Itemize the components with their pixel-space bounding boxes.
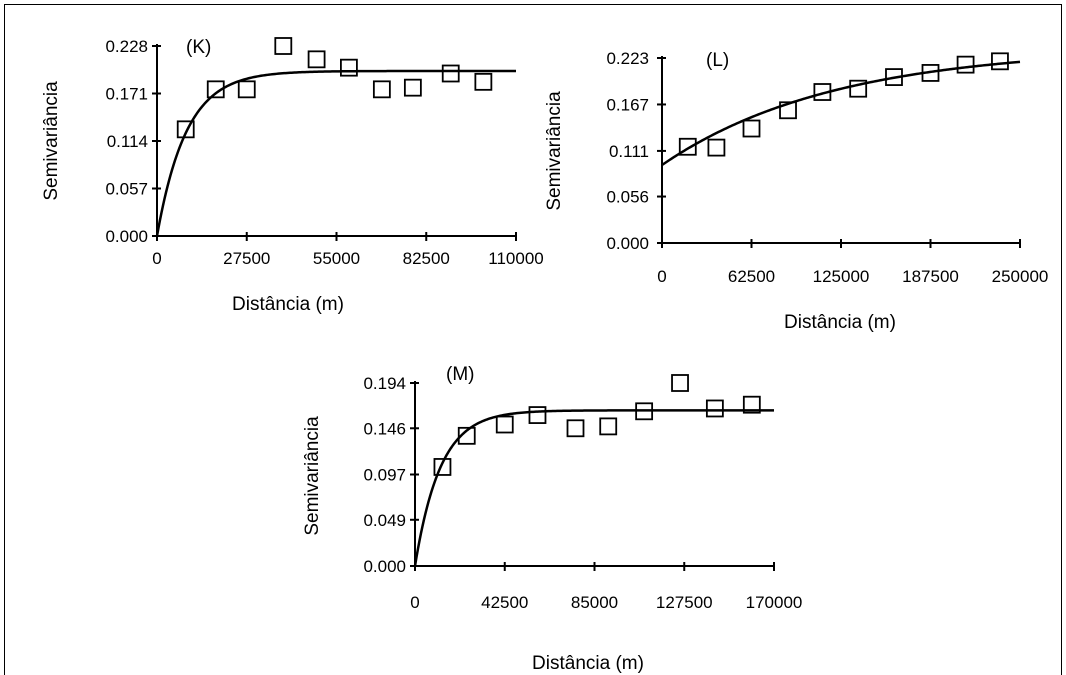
y-tick-label: 0.194	[363, 374, 406, 393]
data-point	[707, 138, 726, 157]
x-tick-label: 187500	[902, 267, 959, 286]
data-point	[779, 101, 797, 120]
data-point	[885, 68, 903, 86]
y-tick-label: 0.056	[606, 188, 649, 207]
data-point	[742, 395, 761, 414]
y-tick-label: 0.167	[606, 95, 649, 114]
y-tick-label: 0.000	[105, 227, 148, 246]
data-point	[176, 120, 195, 139]
data-point	[813, 83, 832, 101]
x-axis-title: Distância (m)	[532, 653, 644, 674]
data-point	[849, 79, 868, 98]
data-point	[566, 419, 585, 438]
data-point	[372, 80, 391, 99]
y-tick-label: 0.223	[606, 49, 649, 68]
y-tick-label: 0.000	[363, 557, 406, 576]
y-tick-label: 0.228	[105, 37, 148, 56]
figure-frame	[4, 4, 1062, 675]
y-tick-label: 0.111	[609, 142, 649, 161]
x-axis-title: Distância (m)	[232, 294, 344, 315]
model-curve	[413, 409, 774, 567]
x-tick-label: 62500	[728, 267, 775, 286]
data-point	[474, 72, 493, 91]
model-curve	[155, 69, 516, 237]
semivariogram-panel-1: 0.000 0.057 0.114 0.171 0.228 0 27500 55000 8250…	[41, 37, 544, 315]
x-tick-label: 170000	[746, 593, 803, 612]
data-point	[340, 58, 358, 77]
x-tick-label: 85000	[571, 593, 618, 612]
y-axis-title: Semivariância	[544, 91, 565, 211]
data-point	[433, 458, 452, 476]
data-point	[599, 417, 618, 436]
data-point	[671, 374, 689, 392]
y-tick-label: 0.097	[363, 466, 406, 485]
semivariogram-panel-3: 0.000 0.049 0.097 0.146 0.194 0 42500 85000 1275…	[302, 364, 802, 674]
y-tick-label: 0.057	[105, 180, 148, 199]
data-point	[528, 406, 547, 424]
data-point	[635, 402, 654, 421]
data-point	[495, 415, 514, 434]
x-tick-label: 250000	[992, 267, 1049, 286]
panel-label: (M)	[446, 364, 474, 385]
y-tick-label: 0.000	[606, 234, 649, 253]
x-tick-label: 127500	[656, 593, 713, 612]
x-tick-label: 0	[657, 267, 666, 286]
panel-label: (L)	[706, 50, 729, 71]
x-axis-title: Distância (m)	[784, 312, 896, 333]
data-point	[441, 64, 460, 83]
x-tick-label: 42500	[481, 593, 528, 612]
x-tick-label: 0	[410, 593, 419, 612]
data-point	[956, 55, 975, 74]
data-point	[457, 426, 476, 445]
x-tick-label: 110000	[488, 249, 543, 268]
data-point	[991, 52, 1009, 71]
y-axis-title: Semivariância	[41, 81, 62, 201]
data-point	[403, 78, 422, 97]
data-point	[206, 80, 225, 99]
y-tick-label: 0.146	[363, 419, 406, 438]
data-point	[921, 64, 940, 82]
semivariogram-panel-2: 0.000 0.056 0.111 0.167 0.223 0 62500 125000 187…	[544, 49, 1048, 333]
y-tick-label: 0.049	[363, 511, 406, 530]
data-point	[742, 119, 761, 138]
data-point	[678, 137, 697, 156]
x-tick-label: 55000	[313, 249, 360, 268]
x-tick-label: 125000	[813, 267, 870, 286]
x-tick-label: 27500	[223, 249, 270, 268]
x-tick-label: 82500	[403, 249, 450, 268]
data-point	[237, 80, 256, 99]
data-point	[307, 50, 326, 69]
y-tick-label: 0.114	[107, 132, 148, 151]
data-point	[274, 37, 293, 55]
y-tick-label: 0.171	[105, 85, 148, 104]
x-tick-label: 0	[152, 249, 161, 268]
model-curve	[661, 60, 1021, 167]
data-point	[705, 399, 724, 418]
y-axis-title: Semivariância	[302, 416, 323, 536]
panel-label: (K)	[186, 37, 211, 58]
